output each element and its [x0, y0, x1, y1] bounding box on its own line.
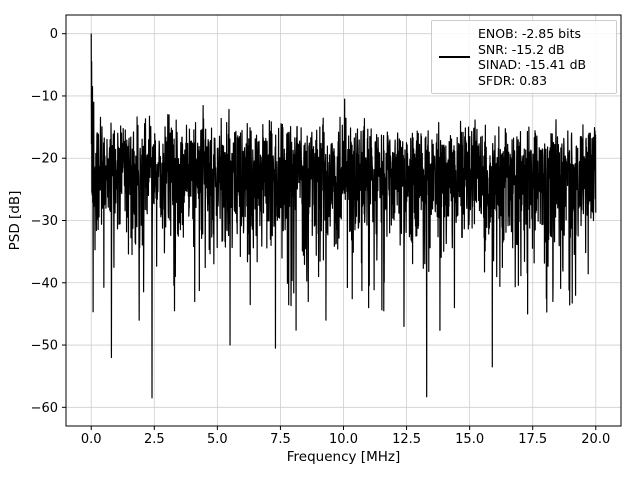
legend-sfdr: SFDR: 0.83 [478, 72, 548, 88]
x-tick-label: 5.0 [207, 432, 228, 447]
y-tick-label: 0 [50, 27, 58, 42]
y-tick-label: −50 [31, 339, 58, 354]
y-axis-label: PSD [dB] [7, 191, 23, 251]
legend-labels: ENOB: -2.85 bits SNR: -15.2 dB SINAD: -1… [478, 26, 586, 88]
psd-series-line [90, 33, 597, 399]
y-tick-label: −60 [31, 401, 58, 416]
legend: ENOB: -2.85 bits SNR: -15.2 dB SINAD: -1… [431, 20, 617, 95]
legend-sinad: SINAD: -15.41 dB [478, 57, 587, 73]
x-tick-label: 2.5 [144, 432, 165, 447]
legend-snr: SNR: -15.2 dB [478, 41, 565, 57]
y-tick-label: −20 [31, 152, 58, 167]
x-axis-label: Frequency [MHz] [287, 449, 400, 465]
x-tick-label: 20.0 [581, 432, 610, 447]
y-tick-label: −10 [31, 89, 58, 104]
x-tick-label: 10.0 [329, 432, 358, 447]
legend-enob: ENOB: -2.85 bits [478, 26, 581, 41]
x-tick-label: 15.0 [455, 432, 484, 447]
x-tick-label: 12.5 [392, 432, 421, 447]
x-tick-label: 0.0 [81, 432, 102, 447]
x-tick-label: 17.5 [518, 432, 547, 447]
legend-line-sample [439, 56, 470, 59]
y-tick-label: −40 [31, 276, 58, 291]
x-tick-label: 7.5 [270, 432, 291, 447]
y-tick-label: −30 [31, 214, 58, 229]
